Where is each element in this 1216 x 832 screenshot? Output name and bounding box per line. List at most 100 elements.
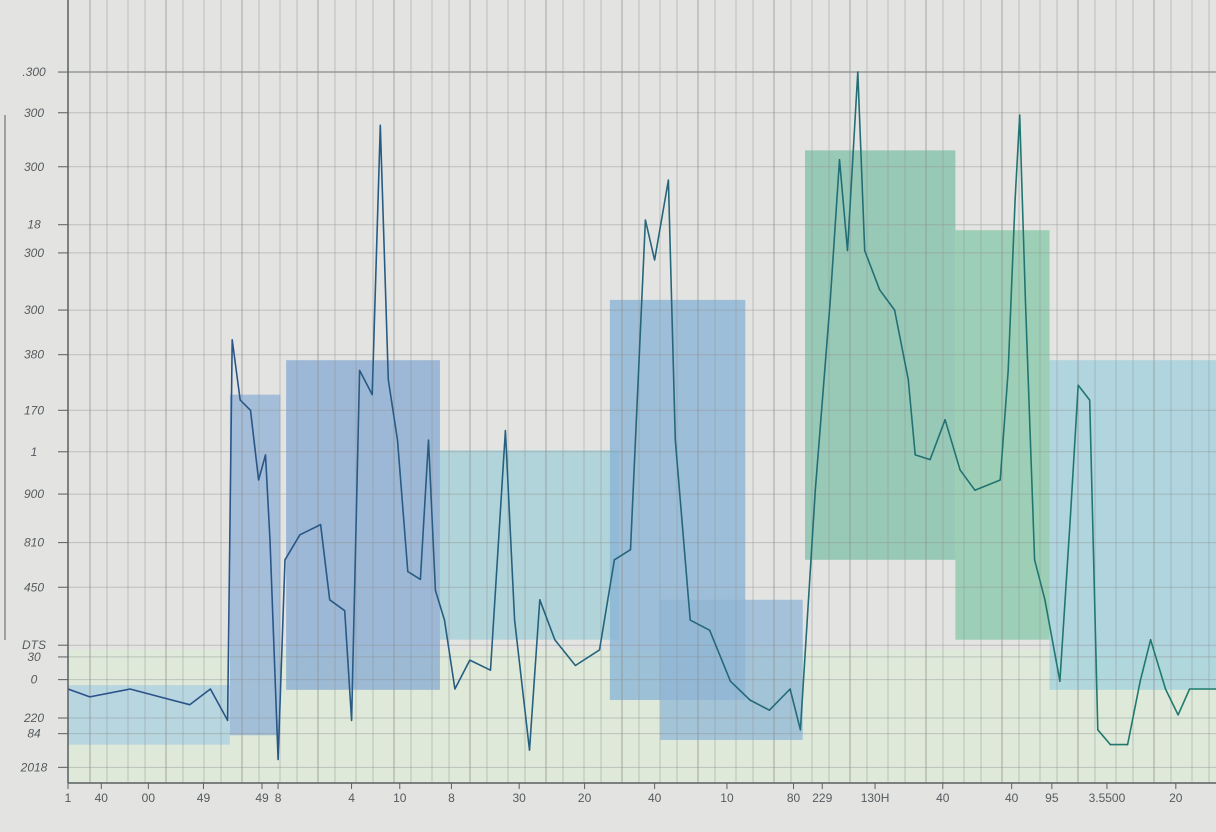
data-point [89,696,91,698]
data-point [513,619,516,621]
data-point [667,179,670,181]
data-point [350,719,353,721]
data-point [159,696,161,698]
data-point [284,559,286,561]
y-tick-label: 450 [24,580,44,594]
data-point [1059,680,1061,682]
area-band [660,599,803,740]
data-point [574,664,577,667]
data-point [1077,384,1079,386]
x-tick-label: 229 [812,791,832,805]
y-tick-label: 300 [24,246,44,260]
data-point [443,619,446,621]
data-point [974,489,976,491]
data-point [226,719,229,721]
data-point [329,599,331,601]
y-tick-label: 380 [24,348,44,362]
y-tick-label: .300 [22,65,46,79]
data-point [489,669,492,671]
x-tick-label: 49 [197,791,211,805]
data-point [1034,559,1036,561]
data-point [528,749,531,751]
data-point [257,479,260,481]
data-point [749,699,751,701]
data-point [1149,639,1152,641]
data-point [454,688,456,690]
data-point [613,559,616,561]
data-point [371,394,373,396]
y-axis-ticks: .300300300183003003801701900810450DTS300… [20,65,68,774]
y-tick-label: DTS [22,638,46,652]
data-point [1044,599,1046,601]
x-tick-label: 40 [1005,791,1019,805]
data-point [396,439,399,441]
data-point [729,680,731,682]
x-tick-label: 40 [648,791,662,805]
x-tick-label: 30 [512,791,526,805]
data-point [319,524,322,526]
data-point [1024,299,1027,301]
data-point [387,379,389,381]
data-point [299,534,301,536]
data-point [504,430,506,432]
data-point [189,704,191,706]
data-point [893,309,896,311]
data-point [857,71,859,73]
data-point [1069,519,1071,521]
data-point [264,454,267,456]
data-point [1014,199,1016,201]
series-group [67,71,1216,761]
data-point [419,578,422,581]
x-tick-label: 80 [787,791,801,805]
data-point [277,758,279,761]
data-point [469,659,471,661]
x-tick-label: 95 [1045,791,1059,805]
data-point [1127,744,1129,746]
data-point [554,639,556,641]
data-point [654,259,656,261]
x-tick-label: 4 [348,791,355,805]
y-tick-label: 300 [24,160,44,174]
x-tick-label: 130H [861,791,890,805]
data-point [1177,714,1179,716]
x-tick-label: 20 [1169,791,1183,805]
x-tick-label: 1 [65,791,72,805]
data-point [427,439,430,441]
axes [4,0,1216,784]
area-band [439,450,620,640]
area-bands [68,150,1216,783]
y-tick-label: 900 [24,487,44,501]
data-point [407,570,409,573]
data-point [999,479,1001,481]
x-tick-label: 40 [95,791,109,805]
data-point [929,459,931,461]
y-tick-label: 170 [24,403,44,417]
data-point [674,439,676,441]
data-point [598,649,601,651]
data-point [864,249,866,252]
data-point [829,299,831,301]
y-tick-label: 0 [31,673,38,687]
x-tick-label: 00 [142,791,156,805]
data-point [879,289,881,291]
data-point [799,729,802,731]
y-tick-label: 810 [24,536,44,550]
y-tick-label: 220 [23,711,44,725]
data-point [1089,399,1091,401]
data-point [1139,680,1141,682]
data-point [629,549,632,551]
data-point [644,219,647,221]
y-tick-label: 2018 [20,760,48,774]
data-point [768,709,771,711]
x-tick-label: 8 [275,791,282,805]
area-band [286,360,440,690]
area-band [805,150,956,560]
data-point [1019,114,1021,116]
y-tick-label: 18 [27,218,41,232]
x-tick-label: 49 [255,791,269,805]
data-point [1164,688,1167,690]
x-tick-label: 10 [393,791,407,805]
data-point [814,489,816,491]
data-point [231,339,233,341]
area-band [1049,360,1216,690]
